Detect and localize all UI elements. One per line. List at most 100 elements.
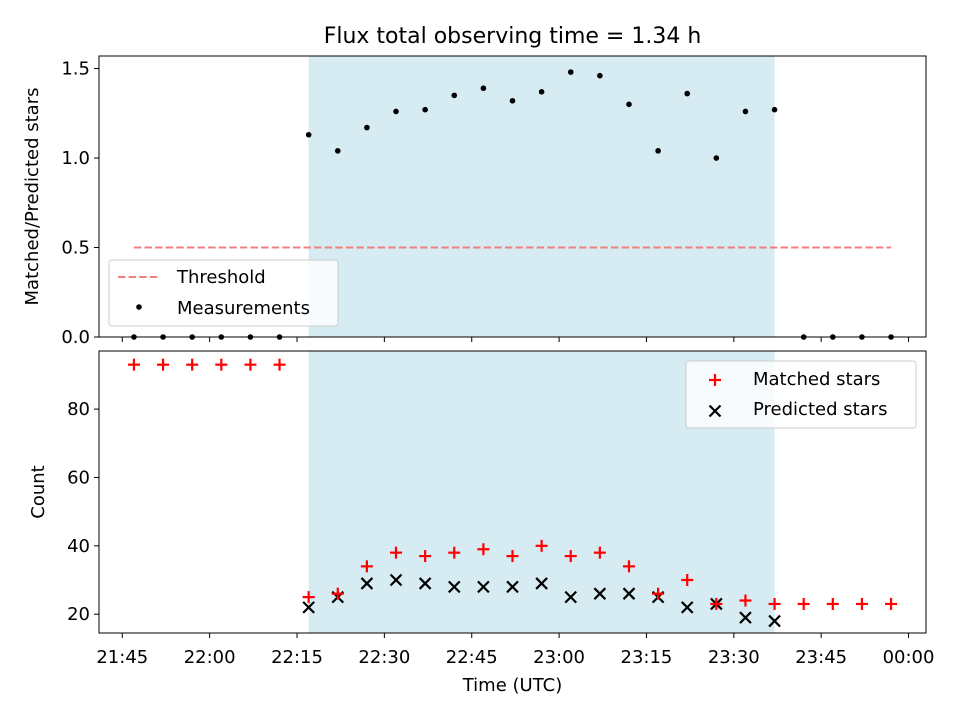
matched-star-points [127,358,898,610]
bottom-y-tick-label: 20 [67,604,90,625]
matched-star-point [622,560,635,573]
cross-stroke-b [360,577,374,590]
measurement-point [713,155,720,161]
predicted-star-point [506,580,519,594]
predicted-star-point [622,587,636,600]
measurement-point [364,124,370,131]
cross-stroke-b [768,614,781,628]
matched-star-point [157,358,170,371]
legend-plus-marker [709,374,721,386]
matched-star-point [215,358,228,371]
cross-stroke-b [622,587,636,600]
cross-stroke-b [506,580,519,594]
x-tick-label: 23:30 [708,647,760,668]
x-tick-label: 23:00 [533,647,585,668]
chart-title: Flux total observing time = 1.34 h [324,24,702,49]
measurement-point [480,85,487,92]
predicted-star-point [418,577,432,590]
matched-star-point [419,550,432,563]
cross-stroke-b [593,587,607,600]
top-axes-frame [98,55,927,338]
bottom-x-ticks: 21:45 22:00 22:15 22:30 22:45 23:00 23:15 23:30… [96,633,934,668]
matched-star-point [768,597,781,610]
x-tick-label: 22:30 [358,647,410,668]
cross-stroke-b [418,577,432,590]
legend-cross-marker [708,404,722,418]
bottom-y-tick-label: 40 [67,536,90,557]
bottom-legend: Matched stars Predicted stars [685,360,917,429]
matched-star-point [127,358,140,371]
bottom-y-ticks: 20 40 60 80 [67,399,99,625]
predicted-star-point [447,580,461,594]
matched-star-point [797,597,810,610]
matched-star-point [739,594,752,607]
legend-threshold-label: Threshold [176,267,266,288]
cross-stroke-b [447,580,461,594]
top-legend-box [108,259,339,327]
cross-stroke-b [535,577,548,590]
bottom-y-tick-label: 60 [67,467,90,488]
matched-star-point [477,543,490,556]
matched-star-point [273,358,286,371]
legend-predicted-label: Predicted stars [753,399,887,420]
matched-star-point [331,587,344,600]
legend-matched-swatch [709,374,721,386]
matched-star-point [535,539,548,552]
measurement-point [538,88,545,95]
x-tick-label: 21:45 [96,647,148,668]
predicted-star-point [739,611,752,624]
measurement-point [305,131,312,138]
cross-stroke-b [708,404,722,418]
measurement-point [655,148,661,154]
flux-ratio-panel: 0.0 0.5 1.0 1.5 Flux total observing time =… [22,24,927,348]
matched-star-point [710,597,723,610]
cross-stroke-b [680,601,694,614]
top-x-ticks [121,337,910,342]
predicted-star-point [389,573,403,587]
matched-star-point [652,587,665,600]
matched-star-point [564,550,577,563]
bottom-legend-box [685,360,917,429]
top-y-tick-label: 1.0 [61,148,90,169]
predicted-star-point [477,580,490,594]
cross-stroke-b [477,580,490,594]
measurement-point [742,108,749,115]
matched-star-point [855,597,868,610]
top-y-tick-label: 1.5 [61,59,90,80]
x-tick-label: 23:15 [621,647,673,668]
cross-stroke-b [739,611,752,624]
measurement-point [509,97,516,104]
matched-star-point [244,358,257,371]
measurement-points [131,69,894,340]
x-tick-label: 00:00 [883,647,935,668]
measurement-point [626,101,632,108]
matched-star-point [186,358,199,371]
matched-star-point [826,597,839,610]
matched-star-point [302,591,315,604]
measurement-point [422,106,428,113]
x-tick-label: 23:45 [795,647,847,668]
measurement-point [334,148,341,154]
legend-matched-label: Matched stars [753,369,880,390]
x-tick-label: 22:15 [271,647,323,668]
observing-time-span [308,56,775,337]
measurement-point [393,108,399,115]
measurement-point [597,72,603,79]
predicted-star-point [593,587,607,600]
matched-star-point [390,546,403,559]
measurement-point [451,92,458,99]
predicted-star-point [768,614,781,628]
top-y-tick-label: 0.5 [61,238,90,259]
top-y-tick-label: 0.0 [61,327,90,348]
bottom-y-tick-label: 80 [67,399,90,420]
matched-star-point [360,560,373,573]
legend-measurements-label: Measurements [177,298,310,319]
cross-stroke-b [302,601,315,614]
matched-star-point [448,546,461,559]
legend-predicted-swatch [708,404,722,418]
legend-measurements-swatch [136,304,142,310]
measurement-point [771,106,778,113]
cross-stroke-b [564,590,578,604]
